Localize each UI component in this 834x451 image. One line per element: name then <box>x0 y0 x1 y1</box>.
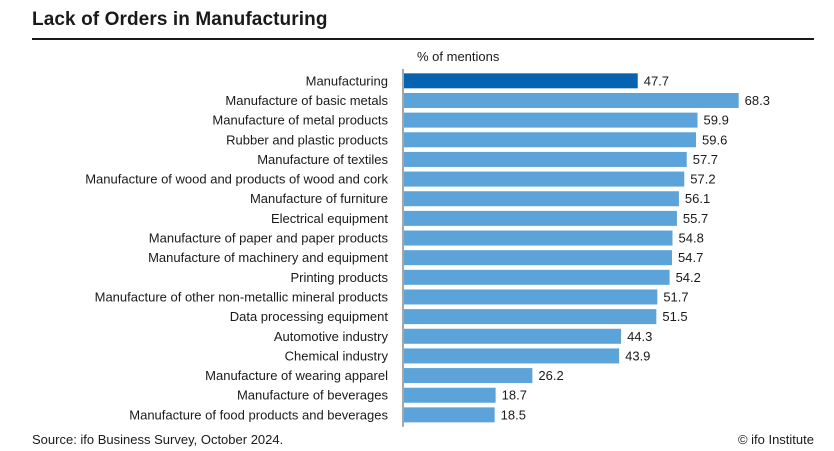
value-label: 68.3 <box>745 93 770 108</box>
value-label: 54.7 <box>678 250 703 265</box>
category-label: Electrical equipment <box>271 211 388 226</box>
value-label: 51.7 <box>663 289 688 304</box>
copyright-note: © ifo Institute <box>737 432 814 447</box>
bar <box>404 132 697 148</box>
category-label: Automotive industry <box>274 329 389 344</box>
category-label: Printing products <box>290 270 388 285</box>
bar <box>404 348 620 364</box>
bar <box>404 289 658 305</box>
category-label: Chemical industry <box>285 348 389 363</box>
bar <box>404 210 677 226</box>
bar <box>404 269 670 285</box>
bar <box>404 92 739 108</box>
bar <box>404 73 638 89</box>
bar <box>404 171 685 187</box>
title-divider <box>32 38 814 40</box>
category-label: Manufacture of basic metals <box>225 93 388 108</box>
bar <box>404 112 698 128</box>
value-label: 55.7 <box>683 211 708 226</box>
category-label: Rubber and plastic products <box>226 132 388 147</box>
value-label: 18.5 <box>501 407 526 422</box>
bar <box>404 151 687 167</box>
bar <box>404 191 679 207</box>
value-label: 18.7 <box>502 388 527 403</box>
value-label: 56.1 <box>685 191 710 206</box>
value-label: 54.8 <box>679 231 704 246</box>
bar <box>404 368 533 384</box>
value-label: 26.2 <box>538 368 563 383</box>
category-label: Manufacture of beverages <box>237 388 389 403</box>
category-label: Manufacture of paper and paper products <box>149 231 389 246</box>
category-label: Manufacture of food products and beverag… <box>129 407 388 422</box>
category-label: Manufacture of furniture <box>250 191 388 206</box>
source-note: Source: ifo Business Survey, October 202… <box>32 432 284 447</box>
bar <box>404 387 496 403</box>
bar <box>404 407 495 423</box>
value-label: 54.2 <box>676 270 701 285</box>
chart-title: Lack of Orders in Manufacturing <box>32 9 328 30</box>
category-label: Manufacture of machinery and equipment <box>148 250 388 265</box>
value-label: 57.7 <box>693 152 718 167</box>
category-label: Manufacturing <box>306 73 388 88</box>
category-label: Manufacture of textiles <box>257 152 388 167</box>
bar <box>404 230 673 246</box>
value-label: 59.6 <box>702 132 727 147</box>
value-label: 59.9 <box>704 113 729 128</box>
category-label: Manufacture of wearing apparel <box>205 368 388 383</box>
value-label: 57.2 <box>690 172 715 187</box>
value-label: 44.3 <box>627 329 652 344</box>
category-label: Manufacture of wood and products of wood… <box>85 172 388 187</box>
category-label: Data processing equipment <box>230 309 389 324</box>
value-label: 51.5 <box>662 309 687 324</box>
bar <box>404 309 657 325</box>
bar <box>404 250 673 266</box>
value-label: 47.7 <box>644 73 669 88</box>
category-label: Manufacture of metal products <box>212 113 388 128</box>
category-label: Manufacture of other non-metallic minera… <box>95 289 389 304</box>
bar <box>404 328 622 344</box>
value-label: 43.9 <box>625 348 650 363</box>
unit-label: % of mentions <box>417 49 500 64</box>
